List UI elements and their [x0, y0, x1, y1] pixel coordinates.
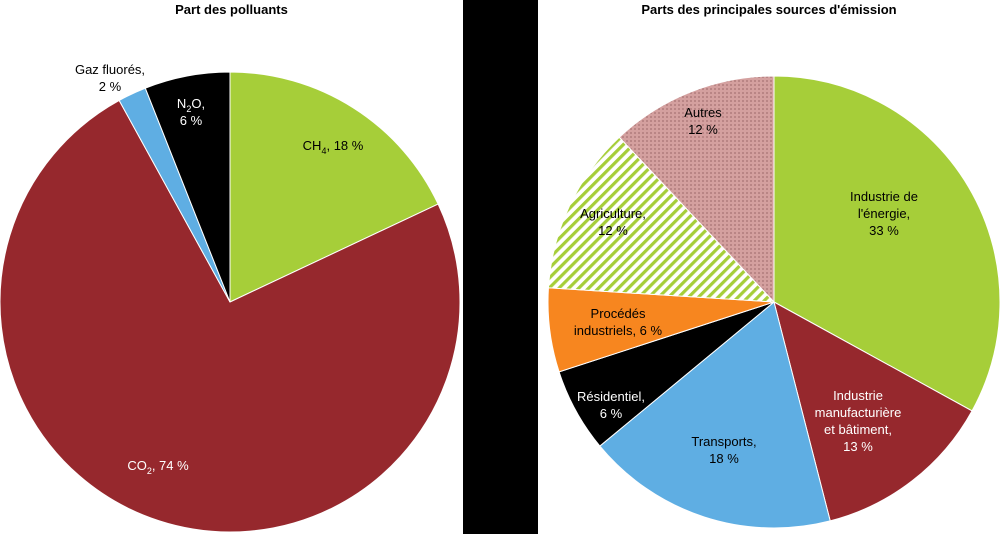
label-n2o: N2O, 6 %	[177, 96, 205, 128]
label-transports: Transports, 18 %	[691, 434, 756, 466]
slice-transports	[599, 301, 831, 529]
sources-pie-chart: Industrie de l'énergie, 33 % Industrie manuf…	[547, 75, 1000, 529]
slice-ch4	[229, 71, 439, 303]
label-industrie-de-l-energie: Industrie de l'énergie, 33 %	[850, 189, 918, 238]
label-autres: Autres 12 %	[684, 105, 722, 137]
label-co2: CO2, 74 %	[127, 458, 189, 476]
sources-chart-title: Parts des principales sources d'émission	[641, 2, 897, 17]
slice-autres	[618, 75, 775, 304]
label-industrie-manufacturiere-et-batiment: Industrie manufacturière et bâtiment, 13 %	[815, 388, 902, 454]
pollutants-chart-title: Part des polluants	[175, 2, 288, 17]
label-procedes-industriels: Procédés industriels, 6 %	[574, 306, 663, 338]
pollutants-pie-panel: Part des polluants CH4, 18 % CO2, 74 % Gaz…	[0, 0, 463, 534]
label-gaz-fluores: Gaz fluorés, 2 %	[75, 62, 145, 94]
slice-n2o	[144, 71, 231, 303]
label-ch4: CH4, 18 %	[303, 138, 364, 156]
slice-industrie-de-l-energie	[773, 75, 1000, 412]
label-residentiel: Résidentiel, 6 %	[577, 389, 645, 421]
slice-agriculture	[547, 136, 776, 303]
slice-co2	[0, 99, 461, 533]
pollutants-pie-chart: CH4, 18 % CO2, 74 % Gaz fluorés, 2 % N2O, 6 %	[0, 62, 461, 533]
panel-divider	[463, 0, 538, 534]
sources-pie-panel: Parts des principales sources d'émission…	[538, 0, 1000, 534]
label-agriculture: Agriculture, 12 %	[580, 206, 646, 238]
slice-industrie-manufacturiere-et-batiment	[773, 301, 973, 522]
